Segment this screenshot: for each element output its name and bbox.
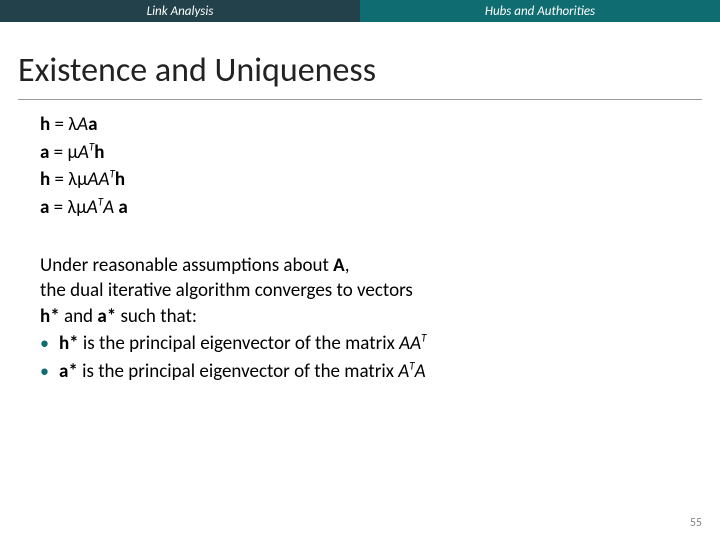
eq4-lhs: a xyxy=(40,196,49,219)
eq4-a: a xyxy=(118,196,127,219)
equations-block: h = λAa a = μATh h = λμAATh a = λμATA a xyxy=(40,112,720,221)
bullet-list: • h* is the principal eigenvector of the… xyxy=(40,331,720,384)
desc-l3c: a* xyxy=(97,305,116,328)
eq2-mu: μ xyxy=(67,141,77,164)
header-left: Link Analysis xyxy=(0,0,360,22)
b1c: AA xyxy=(399,332,421,355)
eq1-a: a xyxy=(88,113,97,136)
equation-4: a = λμATA a xyxy=(40,195,720,221)
eq2-A: A xyxy=(78,141,89,164)
eq2-h: h xyxy=(94,141,104,164)
eq4-eq: = xyxy=(49,196,67,219)
bullet-2: • a* is the principal eigenvector of the… xyxy=(40,359,720,385)
desc-line-3: h* and a* such that: xyxy=(40,304,720,330)
desc-l3a: h* xyxy=(40,305,60,328)
bullet-1-text: h* is the principal eigenvector of the m… xyxy=(59,331,427,357)
desc-l1b: A xyxy=(333,254,345,277)
eq2-lhs: a xyxy=(40,141,49,164)
equation-2: a = μATh xyxy=(40,140,720,166)
eq3-A1: A xyxy=(88,168,99,191)
b2b: is the principal eigenvector of the matr… xyxy=(78,360,398,383)
b2d: A xyxy=(415,360,426,383)
bullet-icon: • xyxy=(40,331,49,355)
equation-3: h = λμAATh xyxy=(40,167,720,193)
eq3-lhs: h xyxy=(40,168,50,191)
desc-l1c: , xyxy=(345,254,350,277)
desc-l3b: and xyxy=(60,305,98,328)
b2c: A xyxy=(398,360,409,383)
page-number: 55 xyxy=(690,516,702,530)
slide-header: Link Analysis Hubs and Authorities xyxy=(0,0,720,22)
eq4-A2: A xyxy=(103,196,114,219)
eq1-lhs: h xyxy=(40,113,50,136)
desc-line-2: the dual iterative algorithm converges t… xyxy=(40,278,720,304)
eq2-eq: = xyxy=(49,141,67,164)
desc-line-1: Under reasonable assumptions about A, xyxy=(40,253,720,279)
desc-l1a: Under reasonable assumptions about xyxy=(40,254,333,277)
b1b: is the principal eigenvector of the matr… xyxy=(79,332,399,355)
eq1-lambda: λ xyxy=(68,113,77,136)
bullet-icon: • xyxy=(40,359,49,383)
eq3-mu: μ xyxy=(77,168,87,191)
eq4-A1: A xyxy=(87,196,98,219)
b1a: h* xyxy=(59,332,79,355)
eq3-h: h xyxy=(115,168,125,191)
desc-l3d: such that: xyxy=(116,305,197,328)
bullet-2-text: a* is the principal eigenvector of the m… xyxy=(59,359,426,385)
eq3-eq: = xyxy=(50,168,68,191)
description-block: Under reasonable assumptions about A, th… xyxy=(40,253,720,330)
eq1-eq: = xyxy=(50,113,68,136)
eq1-A: A xyxy=(77,113,88,136)
eq3-A2: A xyxy=(99,168,110,191)
eq3-lambda: λ xyxy=(68,168,77,191)
slide-title: Existence and Uniqueness xyxy=(18,50,720,91)
eq4-mu: μ xyxy=(76,196,86,219)
bullet-1: • h* is the principal eigenvector of the… xyxy=(40,331,720,357)
b2a: a* xyxy=(59,360,78,383)
header-right: Hubs and Authorities xyxy=(360,0,720,22)
b1T: T xyxy=(421,332,426,345)
eq4-lambda: λ xyxy=(67,196,76,219)
title-divider xyxy=(18,99,702,100)
equation-1: h = λAa xyxy=(40,112,720,138)
